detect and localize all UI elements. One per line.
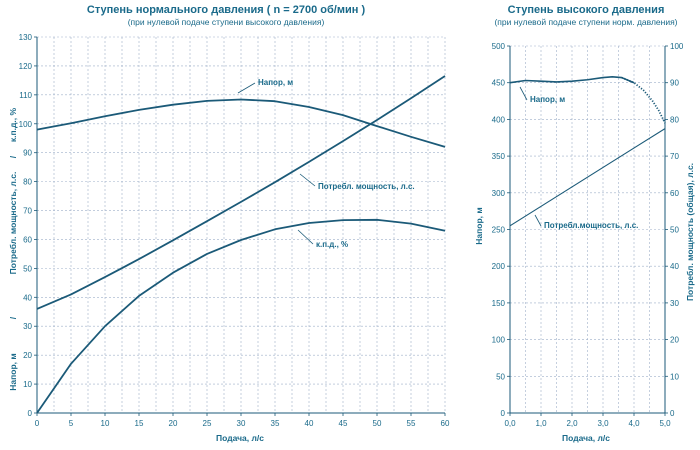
left-series-1-line xyxy=(36,75,446,310)
right-y-tick-label: 350 xyxy=(492,152,506,161)
left-x-tick-label: 35 xyxy=(271,419,280,428)
left-x-tick-label: 0 xyxy=(35,419,40,428)
left-x-tick-label: 5 xyxy=(69,419,74,428)
left-x-tick-label: 45 xyxy=(339,419,348,428)
right-y-right-tick-label: 50 xyxy=(670,226,679,235)
right-series-0-line-dotted xyxy=(621,76,666,124)
left-y-axis-label-power: Потребл. мощность, л.с. xyxy=(8,172,18,275)
right-x-tick-label: 1,0 xyxy=(535,419,547,428)
right-y-right-tick-label: 20 xyxy=(670,336,679,345)
left-y-tick-label: 130 xyxy=(19,33,33,42)
left-y-tick-label: 10 xyxy=(23,380,32,389)
right-y-tick-label: 300 xyxy=(492,189,506,198)
right-x-axis-label: Подача, л/с xyxy=(562,433,610,443)
right-y-tick-label: 450 xyxy=(492,79,506,88)
right-y-tick-label: 150 xyxy=(492,299,506,308)
right-y-right-tick-label: 100 xyxy=(670,42,684,51)
right-y-tick-label: 200 xyxy=(492,262,506,271)
left-x-tick-label: 60 xyxy=(441,419,450,428)
label-power-high: Потребл.мощность, л.с. xyxy=(544,221,638,230)
right-y-right-tick-label: 10 xyxy=(670,372,679,381)
right-series-0-line xyxy=(509,76,635,84)
label-head-high: Напор, м xyxy=(530,95,565,104)
right-y-axis-label-right: Потребл. мощность (общая), л.с. xyxy=(685,163,695,301)
label-head-normal: Напор, м xyxy=(258,78,293,87)
right-y-right-tick-label: 70 xyxy=(670,152,679,161)
left-x-tick-label: 20 xyxy=(169,419,178,428)
left-x-tick-label: 50 xyxy=(373,419,382,428)
left-y-tick-label: 40 xyxy=(23,293,32,302)
left-y-axis-label-sep2: / xyxy=(8,155,18,158)
right-series-1-line xyxy=(509,128,666,227)
right-y-tick-label: 0 xyxy=(501,409,506,418)
left-y-tick-label: 70 xyxy=(23,207,32,216)
left-x-tick-label: 10 xyxy=(101,419,110,428)
right-y-right-tick-label: 60 xyxy=(670,189,679,198)
label-efficiency-normal: к.п.д., % xyxy=(316,240,348,249)
left-series-2-line xyxy=(36,218,446,414)
left-x-tick-label: 15 xyxy=(135,419,144,428)
right-x-tick-label: 2,0 xyxy=(566,419,578,428)
right-y-tick-label: 50 xyxy=(496,372,505,381)
right-y-tick-label: 500 xyxy=(492,42,506,51)
right-y-axis-label-left: Напор, м xyxy=(474,207,484,244)
right-y-tick-label: 400 xyxy=(492,115,506,124)
right-y-right-tick-label: 90 xyxy=(670,79,679,88)
left-y-tick-label: 100 xyxy=(19,120,33,129)
left-y-axis-label-head: Напор, м xyxy=(8,353,18,390)
leader-head-high xyxy=(519,86,528,101)
left-y-tick-label: 90 xyxy=(23,149,32,158)
leader-efficiency-normal xyxy=(297,229,314,245)
left-x-tick-label: 40 xyxy=(305,419,314,428)
leader-power-high xyxy=(534,214,542,227)
right-x-tick-label: 3,0 xyxy=(597,419,609,428)
leader-head-normal xyxy=(237,82,256,94)
left-y-tick-label: 0 xyxy=(28,409,33,418)
right-x-tick-label: 4,0 xyxy=(628,419,640,428)
left-y-axis-label-eff: к.п.д., % xyxy=(8,107,18,142)
right-y-tick-label: 100 xyxy=(492,336,506,345)
right-x-tick-label: 5,0 xyxy=(659,419,671,428)
left-y-axis-label-sep1: / xyxy=(8,316,18,319)
right-chart-title: Ступень высокого давления xyxy=(508,4,665,16)
right-y-right-tick-label: 30 xyxy=(670,299,679,308)
left-y-tick-label: 50 xyxy=(23,264,32,273)
right-chart-subtitle: (при нулевой подаче ступени норм. давлен… xyxy=(494,17,677,27)
left-y-tick-label: 110 xyxy=(19,91,32,100)
label-power-normal: Потребл. мощность, л.с. xyxy=(318,182,415,191)
left-x-tick-label: 25 xyxy=(203,419,212,428)
left-x-tick-label: 55 xyxy=(407,419,416,428)
right-y-tick-label: 250 xyxy=(492,226,506,235)
left-x-tick-label: 30 xyxy=(237,419,246,428)
right-y-right-tick-label: 80 xyxy=(670,115,679,124)
left-chart-title: Ступень нормального давления ( n = 2700 … xyxy=(87,4,366,16)
leader-power-normal xyxy=(299,173,316,187)
left-chart-subtitle: (при нулевой подаче ступени высокого дав… xyxy=(128,17,325,27)
left-y-tick-label: 30 xyxy=(23,322,32,331)
right-x-tick-label: 0,0 xyxy=(504,419,516,428)
right-y-right-tick-label: 40 xyxy=(670,262,679,271)
left-x-axis-label: Подача, л/с xyxy=(216,433,264,443)
left-series-0-line xyxy=(36,98,446,148)
right-y-right-tick-label: 0 xyxy=(670,409,675,418)
left-y-tick-label: 60 xyxy=(23,235,32,244)
left-y-tick-label: 120 xyxy=(19,62,33,71)
left-y-tick-label: 80 xyxy=(23,178,32,187)
left-y-tick-label: 20 xyxy=(23,351,32,360)
